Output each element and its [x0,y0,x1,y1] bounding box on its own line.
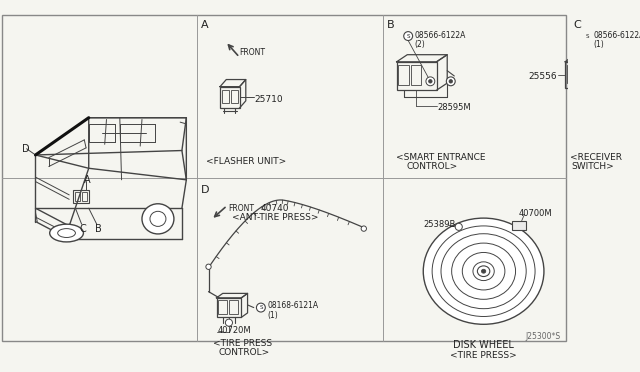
Ellipse shape [142,204,174,234]
Bar [222,90,229,103]
Circle shape [225,319,232,326]
Bar [411,65,422,85]
Text: (2): (2) [414,41,425,49]
Polygon shape [216,294,248,298]
Circle shape [429,80,432,83]
Polygon shape [220,80,246,87]
Circle shape [595,78,598,81]
Ellipse shape [150,211,166,227]
Bar [82,192,87,201]
Text: S: S [406,33,410,39]
Polygon shape [89,118,186,180]
Polygon shape [397,62,436,90]
Polygon shape [35,155,89,226]
Text: <ANT-TIRE PRESS>: <ANT-TIRE PRESS> [232,213,318,222]
Bar [73,190,89,203]
Text: CONTROL>: CONTROL> [406,162,458,171]
Text: C: C [573,20,581,30]
Bar [567,65,576,83]
Text: 08168-6121A: 08168-6121A [267,301,318,310]
Polygon shape [35,118,186,155]
Text: 08566-6122A: 08566-6122A [594,31,640,40]
Bar [397,62,436,90]
Text: 40740: 40740 [261,204,289,213]
Text: A: A [84,175,91,185]
Text: <FLASHER UNIT>: <FLASHER UNIT> [206,157,286,166]
Bar [74,192,80,201]
Polygon shape [565,55,609,62]
Bar [216,298,241,317]
Ellipse shape [462,253,505,290]
Ellipse shape [423,218,544,324]
Text: A: A [200,20,208,30]
Text: C: C [80,224,86,234]
Ellipse shape [473,262,494,280]
Circle shape [449,80,452,83]
Text: 25710: 25710 [255,94,284,104]
Text: <TIRE PRESS: <TIRE PRESS [213,339,272,348]
Text: SWITCH>: SWITCH> [572,162,614,171]
Text: S: S [259,305,262,310]
Text: 25556: 25556 [528,71,557,81]
Circle shape [404,32,413,41]
Circle shape [446,77,455,86]
Polygon shape [220,87,239,108]
Polygon shape [436,55,447,90]
Text: S: S [586,33,589,39]
Polygon shape [565,62,601,89]
Text: FRONT: FRONT [228,204,254,213]
Text: CONTROL>: CONTROL> [218,347,269,356]
Circle shape [455,223,462,230]
Polygon shape [241,294,248,317]
Text: 08566-6122A: 08566-6122A [414,31,466,40]
Bar [229,301,238,314]
Text: <TIRE PRESS>: <TIRE PRESS> [450,351,517,360]
Circle shape [206,264,211,269]
Ellipse shape [432,226,535,317]
Bar [220,87,239,108]
Text: 40720M: 40720M [218,326,251,335]
Circle shape [361,226,367,231]
Text: B: B [95,224,102,234]
Text: 28595M: 28595M [438,103,471,112]
Circle shape [583,32,592,41]
Text: DISK WHEEL: DISK WHEEL [453,340,514,350]
Bar [218,301,227,314]
Bar [230,90,238,103]
Text: B: B [387,20,394,30]
Ellipse shape [477,266,490,276]
Polygon shape [216,298,241,317]
Polygon shape [239,80,246,108]
Text: 25389B: 25389B [423,220,456,229]
Circle shape [593,76,600,83]
Bar [578,65,586,83]
Text: D: D [22,144,30,154]
Text: 40700M: 40700M [519,209,553,218]
Ellipse shape [441,234,526,309]
Text: <SMART ENTRANCE: <SMART ENTRANCE [396,153,485,162]
Circle shape [257,303,266,312]
Bar [565,62,601,89]
Text: (1): (1) [267,311,278,320]
Polygon shape [397,55,447,62]
Text: D: D [200,185,209,195]
Bar [512,221,526,230]
Circle shape [426,77,435,86]
Circle shape [620,68,627,75]
Ellipse shape [452,243,516,299]
Text: (1): (1) [594,41,604,49]
Text: FRONT: FRONT [239,48,266,58]
Ellipse shape [58,229,76,237]
Text: J25300*S: J25300*S [525,333,561,341]
Ellipse shape [50,224,83,242]
Polygon shape [601,55,609,89]
Bar [399,65,409,85]
Ellipse shape [481,269,486,273]
Text: <RECEIVER: <RECEIVER [570,153,621,162]
